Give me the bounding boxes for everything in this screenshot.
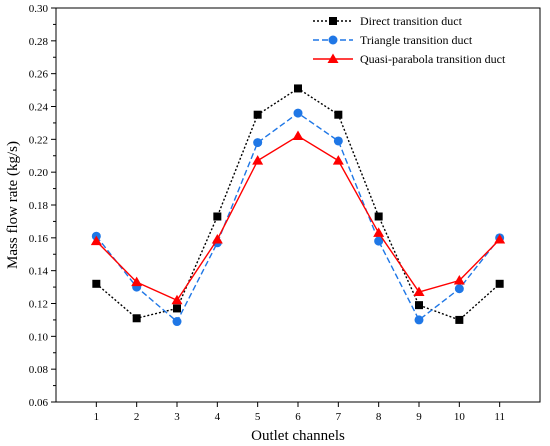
plot-frame (55, 7, 541, 403)
y-axis-title: Mass flow rate (kg/s) (5, 141, 21, 269)
data-point (334, 110, 343, 119)
data-point (333, 136, 343, 146)
x-tick-label: 6 (295, 411, 301, 423)
data-point (213, 212, 222, 221)
data-point (294, 84, 302, 93)
data-point (414, 315, 424, 325)
data-point (253, 138, 263, 148)
y-tick-label: 0.26 (29, 69, 49, 81)
series-2 (91, 108, 505, 327)
x-tick-label: 9 (416, 411, 422, 423)
y-tick-label: 0.18 (29, 200, 49, 212)
legend-label: Triangle transition duct (360, 33, 473, 47)
legend-marker (327, 53, 339, 63)
y-tick-label: 0.16 (29, 233, 49, 245)
y-tick-label: 0.20 (29, 167, 49, 179)
data-point (131, 276, 143, 287)
y-tick-label: 0.08 (29, 364, 49, 376)
data-point (292, 130, 304, 141)
y-tick-label: 0.28 (29, 36, 49, 48)
y-tick-label: 0.22 (29, 134, 48, 146)
x-tick-label: 4 (215, 411, 221, 423)
data-point (454, 284, 464, 294)
data-point (173, 304, 181, 313)
data-point (92, 279, 101, 288)
data-point (172, 317, 182, 327)
legend-marker (328, 35, 338, 45)
data-point (455, 315, 464, 324)
y-tick-label: 0.06 (29, 397, 49, 409)
data-point (374, 236, 384, 246)
legend-label: Direct transition duct (360, 14, 463, 28)
legend: Direct transition duct Triangle transitio… (313, 14, 506, 66)
y-tick-label: 0.10 (29, 331, 49, 343)
x-tick-label: 1 (94, 411, 100, 423)
y-tick-label: 0.24 (29, 102, 49, 114)
data-point (415, 301, 423, 310)
legend-item: Quasi-parabola transition duct (313, 52, 506, 66)
data-point (211, 233, 223, 244)
data-point (495, 279, 504, 288)
data-point (373, 227, 385, 237)
data-point (90, 235, 102, 246)
x-axis-ticks: 1 2 3 4 5 6 7 8 9 10 11 (94, 402, 505, 423)
data-point (252, 155, 264, 165)
legend-item: Triangle transition duct (313, 33, 473, 47)
data-point (132, 314, 141, 323)
x-axis-title: Outlet channels (251, 428, 345, 444)
data-point (332, 155, 344, 165)
series-line (95, 135, 501, 302)
data-point (494, 233, 506, 244)
x-tick-label: 10 (454, 411, 466, 423)
legend-marker (329, 17, 337, 25)
x-tick-label: 8 (376, 411, 382, 423)
x-tick-label: 3 (174, 411, 180, 423)
data-point (293, 108, 303, 118)
series-1 (92, 84, 504, 324)
y-tick-label: 0.12 (29, 299, 48, 311)
series-3 (90, 130, 506, 305)
data-point (453, 275, 465, 285)
legend-item: Direct transition duct (313, 14, 463, 28)
series-line (95, 112, 501, 323)
data-point (374, 212, 383, 221)
y-tick-label: 0.14 (29, 266, 49, 278)
legend-label: Quasi-parabola transition duct (360, 52, 506, 66)
series-layer (90, 84, 506, 327)
x-tick-label: 11 (494, 411, 505, 423)
series-line (95, 87, 501, 321)
x-tick-label: 2 (134, 411, 140, 423)
x-tick-label: 5 (255, 411, 261, 423)
data-point (171, 294, 183, 305)
y-tick-label: 0.30 (29, 3, 49, 15)
y-axis-ticks: 0.06 0.08 0.10 0.12 0.14 0.16 0.18 0.20 0.22 0.24… (29, 3, 56, 409)
data-point (413, 286, 425, 297)
x-tick-label: 7 (336, 411, 342, 423)
data-point (253, 110, 262, 119)
